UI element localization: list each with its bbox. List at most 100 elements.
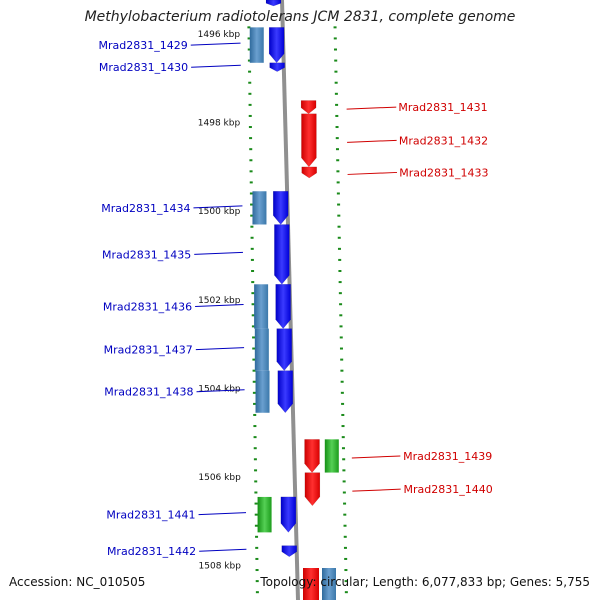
scale-tick-right [341, 413, 345, 416]
gene-label-forward: Mrad2831_1430 [99, 61, 188, 74]
scale-tick-left [248, 81, 252, 84]
scale-tick-right [340, 358, 344, 361]
cds-arrow-forward-edge [265, 0, 282, 7]
scale-tick-right [338, 258, 342, 261]
scale-tick-left [255, 557, 259, 560]
scale-tick-left [251, 314, 255, 317]
map-title: Methylobacterium radiotolerans JCM 2831,… [84, 9, 516, 25]
scale-tick-left [249, 137, 253, 140]
scale-label: 1504 kbp [198, 384, 241, 394]
gene-label-leader [346, 106, 397, 110]
gene-label-reverse: Mrad2831_1433 [399, 166, 488, 179]
scale-tick-right [337, 236, 341, 239]
gene-feature-forward [252, 191, 267, 225]
scale-tick-left [253, 425, 257, 428]
cds-arrow-reverse [304, 439, 320, 473]
scale-tick-left [251, 281, 255, 284]
scale-tick-right [340, 380, 344, 383]
scale-tick-right [342, 480, 346, 483]
scale-tick-right [344, 580, 348, 583]
scale-tick-right [335, 137, 339, 140]
scale-tick-left [253, 458, 257, 461]
scale-tick-left [249, 159, 253, 162]
cds-arrow-forward [280, 496, 297, 533]
cds-arrow-reverse [304, 472, 321, 507]
scale-tick-left [248, 92, 252, 95]
scale-tick-right [334, 92, 338, 95]
scale-label: 1506 kbp [198, 473, 241, 483]
scale-tick-right [343, 513, 347, 516]
gene-label-forward: Mrad2831_1441 [106, 509, 195, 522]
cds-arrow-forward [277, 370, 294, 414]
gene-label-forward: Mrad2831_1438 [104, 386, 193, 399]
cds-arrow-reverse-edge [303, 568, 319, 600]
cds-arrow-reverse [301, 166, 317, 179]
scale-tick-left [247, 37, 251, 40]
scale-tick-right [334, 70, 338, 73]
scale-tick-right [335, 148, 339, 151]
scale-tick-left [254, 524, 258, 527]
scale-tick-right [335, 126, 339, 129]
gene-feature-forward [254, 284, 269, 329]
scale-tick-right [341, 402, 345, 405]
gene-label-leader [351, 455, 401, 459]
scale-tick-left [248, 126, 252, 129]
gene-label-reverse: Mrad2831_1432 [399, 134, 488, 147]
scale-tick-left [250, 214, 254, 217]
cds-arrow-forward [269, 62, 285, 72]
scale-tick-right [335, 114, 339, 117]
scale-tick-right [339, 303, 343, 306]
scale-tick-left [252, 336, 256, 339]
scale-tick-left [253, 447, 257, 450]
scale-tick-left [253, 413, 257, 416]
cds-arrow-forward [274, 224, 290, 285]
scale-tick-right [337, 225, 341, 228]
cds-arrow-reverse [301, 113, 317, 168]
gene-label-leader [195, 347, 245, 351]
scale-tick-right [340, 391, 344, 394]
gene-label-leader [199, 548, 247, 552]
gene-label-leader [198, 512, 247, 516]
scale-tick-right [333, 37, 337, 40]
scale-tick-left [249, 192, 253, 195]
scale-tick-left [254, 480, 258, 483]
scale-tick-right [333, 26, 337, 29]
gene-label-leader [191, 64, 241, 68]
scale-tick-right [337, 203, 341, 206]
scale-tick-right [341, 425, 345, 428]
gene-label-reverse: Mrad2831_1439 [403, 450, 492, 463]
scale-tick-left [250, 236, 254, 239]
scale-tick-right [336, 159, 340, 162]
scale-tick-right [334, 81, 338, 84]
scale-tick-right [339, 325, 343, 328]
scale-tick-right [339, 347, 343, 350]
cds-arrow-forward [275, 284, 291, 329]
scale-label: 1498 kbp [198, 119, 241, 129]
scale-tick-right [338, 292, 342, 295]
accession-label: Accession: NC_010505 [9, 575, 146, 589]
scale-tick-left [248, 114, 252, 117]
scale-tick-right [343, 502, 347, 505]
gene-label-forward: Mrad2831_1435 [102, 248, 191, 261]
scale-tick-right [343, 524, 347, 527]
scale-tick-left [251, 325, 255, 328]
scale-tick-left [248, 103, 252, 106]
gene-label-leader [190, 42, 241, 46]
scale-tick-right [339, 314, 343, 317]
gene-label-reverse: Mrad2831_1440 [404, 483, 493, 496]
scale-tick-right [337, 214, 341, 217]
scale-tick-right [340, 369, 344, 372]
scale-tick-left [247, 59, 251, 62]
scale-tick-left [249, 148, 253, 151]
scale-tick-left [250, 247, 254, 250]
gene-feature-forward [257, 496, 272, 533]
gene-label-forward: Mrad2831_1442 [107, 545, 196, 558]
scale-tick-right [333, 48, 337, 51]
scale-tick-left [247, 26, 251, 29]
topology-label: Topology: circular; Length: 6,077,833 bp… [260, 575, 590, 589]
scale-tick-left [251, 270, 255, 273]
scale-tick-left [255, 535, 259, 538]
gene-label-forward: Mrad2831_1429 [99, 39, 188, 52]
